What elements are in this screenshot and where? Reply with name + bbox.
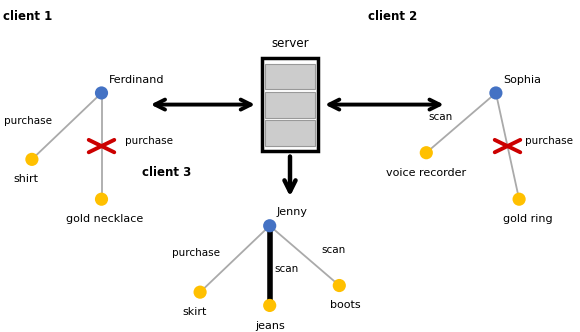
Point xyxy=(195,290,205,295)
Text: gold necklace: gold necklace xyxy=(66,214,143,224)
Text: client 2: client 2 xyxy=(368,10,418,23)
Point xyxy=(491,90,501,96)
Point xyxy=(422,150,431,155)
Point xyxy=(514,197,524,202)
Text: purchase: purchase xyxy=(525,136,573,146)
Bar xyxy=(266,64,314,89)
Text: client 1: client 1 xyxy=(3,10,52,23)
Text: purchase: purchase xyxy=(4,116,52,126)
Point xyxy=(97,197,106,202)
Text: client 3: client 3 xyxy=(142,166,191,179)
Text: purchase: purchase xyxy=(125,136,173,146)
Text: boots: boots xyxy=(330,300,360,310)
Text: purchase: purchase xyxy=(172,248,220,258)
Text: gold ring: gold ring xyxy=(503,214,553,224)
Text: server: server xyxy=(271,37,309,50)
Text: scan: scan xyxy=(274,264,299,274)
Point xyxy=(27,157,37,162)
Text: Ferdinand: Ferdinand xyxy=(108,75,164,85)
Point xyxy=(265,303,274,308)
Point xyxy=(265,223,274,228)
Point xyxy=(335,283,344,288)
Text: jeans: jeans xyxy=(255,321,285,331)
Text: Sophia: Sophia xyxy=(503,75,541,85)
Text: scan: scan xyxy=(322,245,346,255)
Text: shirt: shirt xyxy=(13,174,39,184)
FancyBboxPatch shape xyxy=(262,58,318,151)
Bar xyxy=(266,121,314,146)
Text: Jenny: Jenny xyxy=(277,208,307,217)
Text: skirt: skirt xyxy=(182,307,206,317)
Bar xyxy=(266,92,314,118)
Text: voice recorder: voice recorder xyxy=(386,168,466,178)
Point xyxy=(97,90,106,96)
Text: scan: scan xyxy=(428,112,452,122)
